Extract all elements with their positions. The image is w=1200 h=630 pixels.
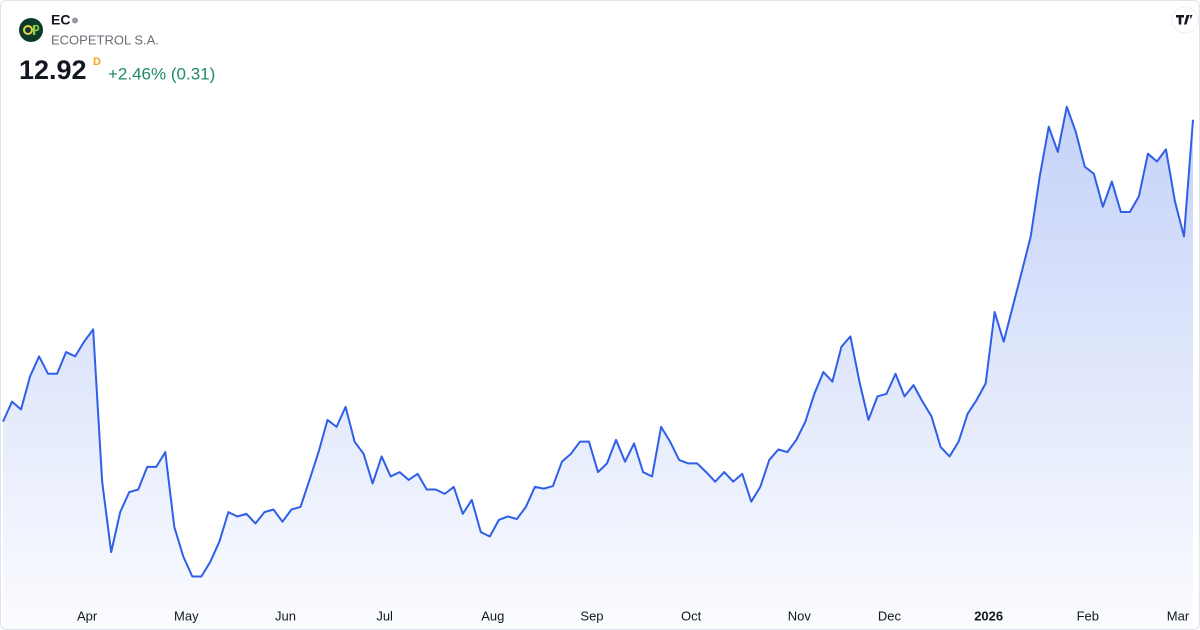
company-name: ECOPETROL S.A. [51,32,159,47]
area-fill [3,106,1193,629]
x-tick-label: Dec [878,608,902,623]
x-tick-label: Aug [481,608,504,623]
x-tick-label: 2026 [974,608,1003,623]
status-dot [72,17,78,24]
logo [19,18,43,42]
x-tick-label: May [174,608,199,623]
price: 12.92 [19,55,87,85]
ticker: EC [51,12,70,28]
price-line [2,105,1194,578]
x-tick-label: Mar [1167,608,1190,623]
interval: D [93,56,101,68]
x-tick-label: Jun [275,608,296,623]
x-tick-label: Oct [681,608,702,623]
x-tick-label: Sep [580,608,603,623]
price-change: +2.46% (0.31) [108,64,215,83]
x-tick-label: Feb [1077,608,1099,623]
x-tick-label: Nov [788,608,812,623]
tv-logo [1171,6,1199,34]
x-tick-label: Jul [376,608,393,623]
x-tick-label: Apr [77,608,98,623]
